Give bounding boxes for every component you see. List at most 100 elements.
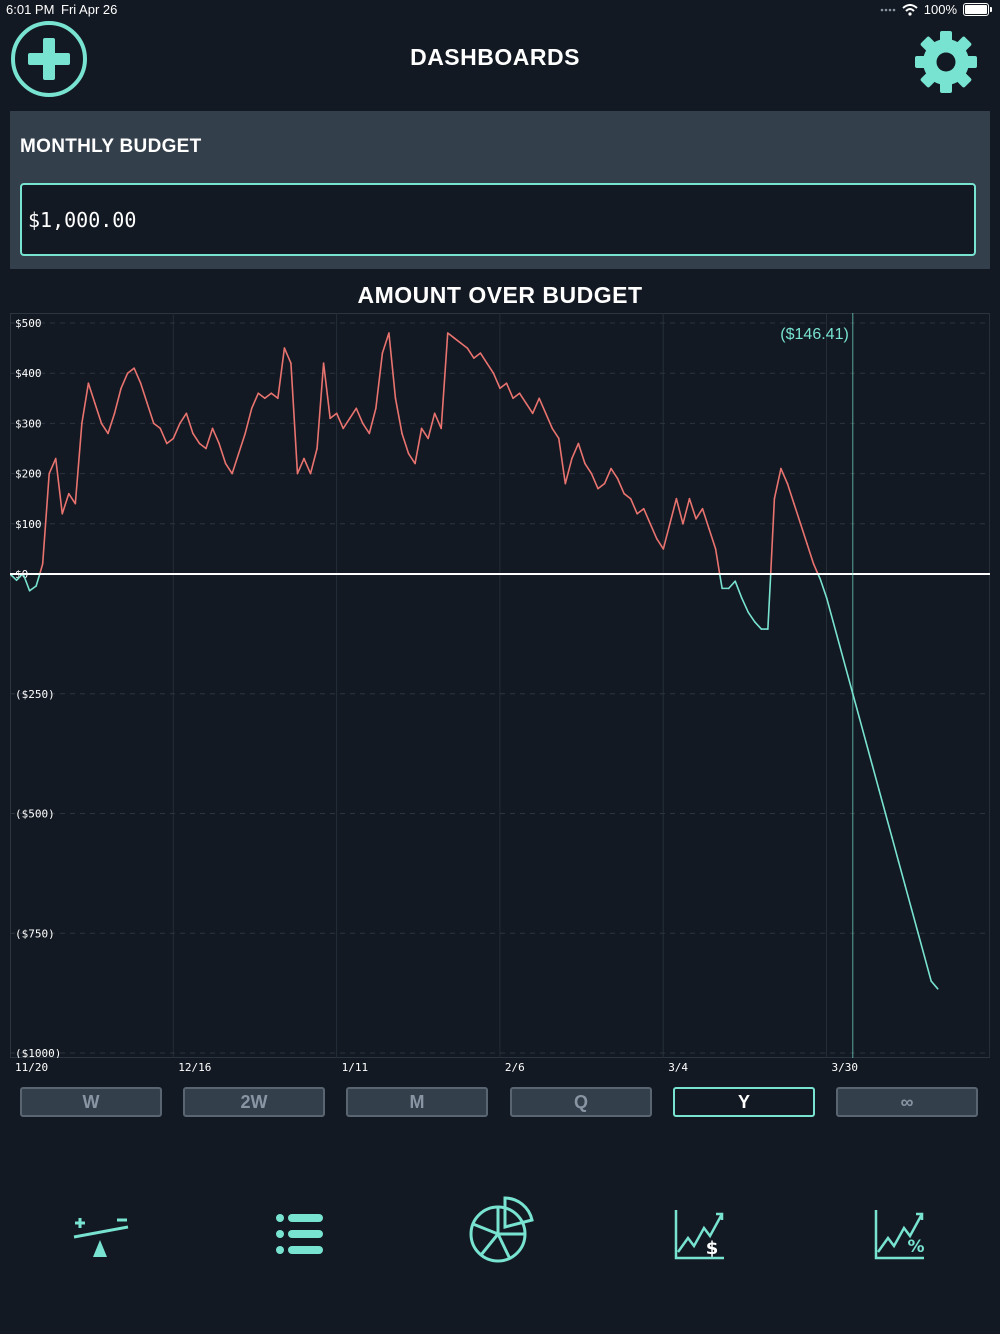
series-segment <box>283 347 292 364</box>
series-segment <box>152 422 162 430</box>
amount-over-budget-chart[interactable]: $500$400$300$200$100$0($250)($500)($750)… <box>10 313 990 1058</box>
series-segment <box>368 407 377 435</box>
budget-input[interactable]: $1,000.00 <box>20 183 976 256</box>
series-segment <box>544 412 554 430</box>
series-segment <box>505 382 514 400</box>
series-segment <box>433 412 443 430</box>
status-indicators: 100% <box>880 2 992 17</box>
series-segment <box>564 457 573 485</box>
series-segment <box>910 908 919 935</box>
series-segment <box>753 621 763 630</box>
series-segment <box>401 432 410 455</box>
series-segment <box>355 407 364 425</box>
series-segment <box>642 507 652 525</box>
series-segment <box>492 372 501 390</box>
series-segment <box>858 716 867 743</box>
series-segment <box>891 836 900 863</box>
series-segment <box>499 382 508 390</box>
series-segment <box>786 482 795 505</box>
series-segment <box>897 860 906 887</box>
series-segment <box>923 956 933 982</box>
series-segment <box>486 362 495 375</box>
series-segment <box>342 417 351 430</box>
period-button-month[interactable]: M <box>346 1087 488 1117</box>
y-tick-label: ($750) <box>15 927 55 940</box>
series-segment <box>825 597 835 623</box>
chart-title: AMOUNT OVER BUDGET <box>357 282 643 308</box>
y-tick-label: ($1000) <box>15 1047 61 1058</box>
series-segment <box>610 467 619 480</box>
series-segment <box>38 563 44 575</box>
series-segment <box>799 523 808 545</box>
series-segment <box>577 442 586 465</box>
wifi-icon <box>902 3 918 16</box>
series-segment <box>884 812 893 839</box>
period-label: Y <box>737 1091 750 1112</box>
growth-dollar-icon[interactable]: $ <box>660 1190 740 1270</box>
series-segment <box>459 342 469 349</box>
series-segment <box>747 611 756 623</box>
series-segment <box>718 573 723 590</box>
budget-card: MONTHLY BUDGET $1,000.00 <box>10 111 990 269</box>
add-button[interactable] <box>10 20 88 98</box>
period-button-week[interactable]: W <box>20 1087 162 1117</box>
x-tick-label: 11/20 <box>15 1061 49 1074</box>
series-segment <box>878 788 887 815</box>
series-segment <box>10 573 18 582</box>
series-segment <box>427 412 436 440</box>
series-segment <box>348 407 358 420</box>
signal-icon <box>880 8 896 11</box>
series-segment <box>695 507 704 520</box>
series-segment <box>309 447 318 475</box>
balance-icon[interactable] <box>60 1190 140 1270</box>
series-segment <box>126 367 135 375</box>
x-tick-label: 12/16 <box>178 1061 212 1074</box>
series-segment <box>525 402 534 415</box>
series-segment <box>146 402 155 425</box>
series-segment <box>244 407 253 435</box>
status-time: 6:01 PM <box>6 2 55 17</box>
series-segment <box>832 621 841 647</box>
series-segment <box>48 457 57 475</box>
period-button-all[interactable]: ∞ <box>836 1087 978 1117</box>
series-segment <box>512 392 521 400</box>
series-segment <box>538 397 547 415</box>
series-segment <box>94 402 103 425</box>
x-tick-label: 1/11 <box>341 1061 369 1074</box>
period-button-quarter[interactable]: Q <box>510 1087 652 1117</box>
series-segment <box>388 332 397 400</box>
pie-chart-icon[interactable] <box>460 1190 540 1270</box>
series-segment <box>708 528 717 550</box>
series-segment <box>597 482 606 490</box>
period-label: W <box>82 1091 100 1112</box>
y-tick-label: $300 <box>15 417 42 430</box>
settings-gear-icon[interactable] <box>914 30 978 94</box>
x-tick-label: 3/4 <box>668 1061 689 1074</box>
period-button-2-weeks[interactable]: 2W <box>183 1087 325 1117</box>
series-segment <box>237 432 246 455</box>
series-segment <box>727 580 737 590</box>
series-segment <box>769 497 776 575</box>
series-segment <box>224 462 233 475</box>
series-segment <box>166 437 175 445</box>
y-tick-label: $200 <box>15 468 42 481</box>
series-segment <box>420 427 429 440</box>
growth-percent-icon[interactable]: % <box>860 1190 940 1270</box>
cursor-value-label: ($146.41) <box>780 326 849 343</box>
series-segment <box>845 668 854 695</box>
series-segment <box>277 347 286 400</box>
series-segment <box>616 477 625 495</box>
period-button-year[interactable]: Y <box>673 1087 815 1117</box>
chart-area[interactable]: $500$400$300$200$100$0($250)($500)($750)… <box>10 313 990 1058</box>
series-segment <box>107 412 116 435</box>
budget-label: MONTHLY BUDGET <box>20 136 202 157</box>
series-segment <box>375 352 384 410</box>
list-icon[interactable] <box>260 1190 340 1270</box>
series-segment <box>793 502 802 525</box>
series-segment <box>329 412 338 420</box>
series-segment <box>172 422 181 440</box>
series-segment <box>440 332 449 430</box>
series-segment <box>662 523 671 550</box>
series-segment <box>205 427 214 450</box>
series-segment <box>473 352 482 359</box>
